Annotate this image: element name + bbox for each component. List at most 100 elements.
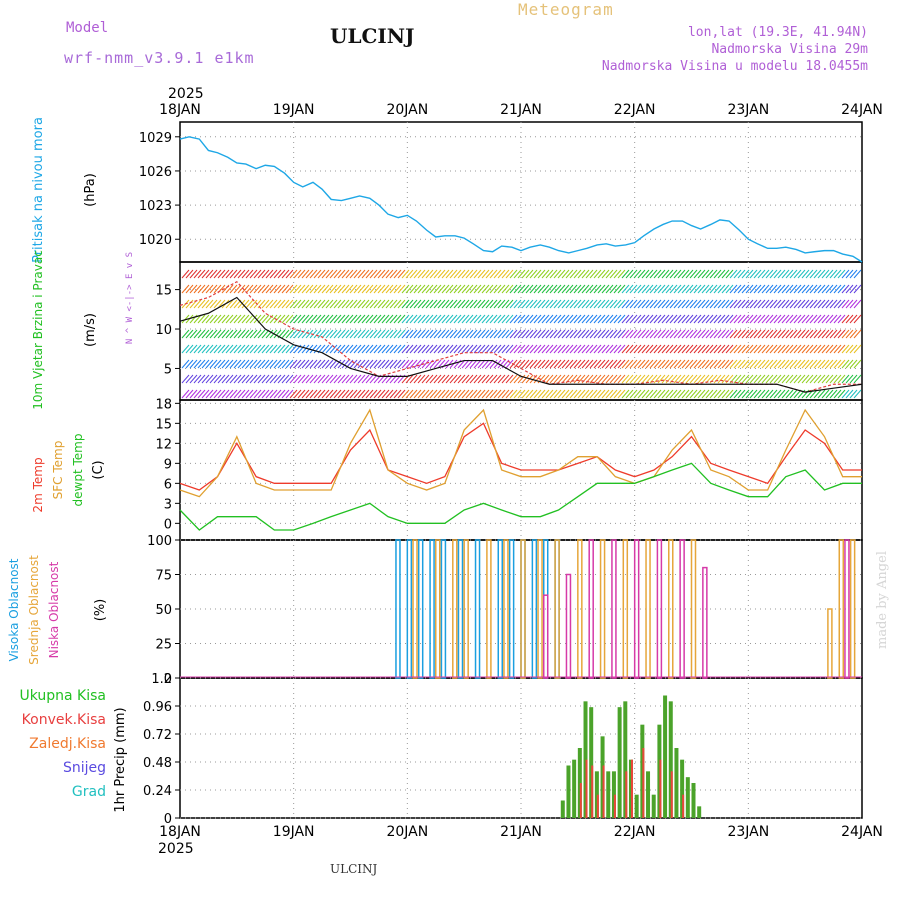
- wind-barb: [773, 314, 782, 324]
- wind-barb: [345, 269, 354, 279]
- cloud-bar-1: [849, 539, 856, 679]
- pressure-unit-label: (hPa): [83, 173, 98, 207]
- wind-barb: [321, 269, 330, 279]
- wind-barb: [617, 269, 626, 279]
- cloud-bar-1: [486, 539, 492, 679]
- wind-barb: [405, 344, 414, 354]
- wind-barb: [357, 269, 366, 279]
- wind-barb: [477, 389, 486, 399]
- wind-barb: [293, 299, 302, 309]
- wind-barb: [241, 269, 250, 279]
- wind-barb: [485, 329, 494, 339]
- wind-barb: [233, 374, 242, 384]
- wind-barb: [429, 374, 438, 384]
- wind-barb: [385, 389, 394, 399]
- wind-barb: [401, 284, 410, 294]
- wind-barb: [453, 329, 462, 339]
- wind-barb: [573, 329, 582, 339]
- wind-barb: [285, 344, 294, 354]
- wind-barb: [669, 269, 678, 279]
- wind-barb: [481, 269, 490, 279]
- precip-bar-0: [617, 707, 622, 818]
- wind-barb: [517, 389, 526, 399]
- wind-barb: [273, 269, 282, 279]
- wind-barb: [545, 299, 554, 309]
- wind-barb: [421, 299, 430, 309]
- wind-barb: [717, 329, 726, 339]
- wind-barb: [313, 344, 322, 354]
- wind-barb: [797, 284, 806, 294]
- wind-barb: [381, 269, 390, 279]
- wind-barb: [617, 344, 626, 354]
- y-tick-label: 15: [155, 284, 172, 299]
- wind-barb: [653, 299, 662, 309]
- cloud-bar-1: [554, 539, 560, 679]
- wind-barb: [237, 329, 246, 339]
- wind-barb: [841, 314, 850, 324]
- wind-barb: [333, 329, 342, 339]
- wind-barb: [717, 344, 726, 354]
- wind-barb: [209, 299, 218, 309]
- precip-bar-0: [572, 759, 577, 818]
- wind-barb: [289, 389, 298, 399]
- wind-barb: [297, 389, 306, 399]
- x-tick-label-top: 21JAN: [500, 102, 542, 118]
- wind-barb: [373, 359, 382, 369]
- wind-barb: [729, 329, 738, 339]
- wind-barb: [781, 269, 790, 279]
- wind-barb: [769, 344, 778, 354]
- wind-barb: [241, 389, 250, 399]
- wind-barb: [545, 389, 554, 399]
- elevation-label: Nadmorska Visina 29m: [711, 42, 868, 57]
- wind-barb: [225, 389, 234, 399]
- wind-barb: [757, 269, 766, 279]
- wind-barb: [549, 344, 558, 354]
- wind-barb: [353, 299, 362, 309]
- wind-barb: [229, 314, 238, 324]
- wind-barb: [617, 374, 626, 384]
- x-tick-label-bottom: 22JAN: [614, 824, 656, 840]
- y-tick-label: 0.48: [143, 756, 172, 771]
- wind-barb: [633, 359, 642, 369]
- wind-barb: [677, 284, 686, 294]
- wind-barb: [625, 359, 634, 369]
- wind-barb: [553, 374, 562, 384]
- wind-barb: [185, 359, 194, 369]
- wind-barb: [853, 359, 862, 369]
- wind-barb: [437, 269, 446, 279]
- wind-barb: [481, 284, 490, 294]
- wind-barb: [277, 269, 286, 279]
- wind-barb: [261, 374, 270, 384]
- wind-barb: [837, 314, 846, 324]
- wind-barb: [765, 329, 774, 339]
- wind-barb: [261, 299, 270, 309]
- wind-barb: [729, 314, 738, 324]
- wind-barb: [549, 389, 558, 399]
- wind-barb: [205, 269, 214, 279]
- wind-barb: [321, 314, 330, 324]
- wind-barb: [785, 314, 794, 324]
- wind-barb: [201, 269, 210, 279]
- wind-barb: [321, 329, 330, 339]
- wind-barb: [549, 314, 558, 324]
- wind-barb: [521, 344, 530, 354]
- wind-barb: [633, 299, 642, 309]
- wind-barb: [325, 344, 334, 354]
- wind-barb: [473, 314, 482, 324]
- wind-barb: [341, 374, 350, 384]
- wind-barb: [621, 284, 630, 294]
- wind-barb: [769, 329, 778, 339]
- precip-bar-0: [685, 777, 690, 818]
- wind-barb: [645, 344, 654, 354]
- cloud-bar-1: [827, 608, 833, 679]
- x-tick-label-bottom: 23JAN: [727, 824, 769, 840]
- wind-barb: [241, 329, 250, 339]
- wind-barb: [353, 374, 362, 384]
- wind-barb: [797, 374, 806, 384]
- wind-barb: [845, 374, 854, 384]
- wind-unit-label: (m/s): [83, 313, 98, 347]
- wind-barb: [213, 374, 222, 384]
- wind-barb: [349, 269, 358, 279]
- wind-barb: [837, 389, 846, 399]
- wind-barb: [669, 314, 678, 324]
